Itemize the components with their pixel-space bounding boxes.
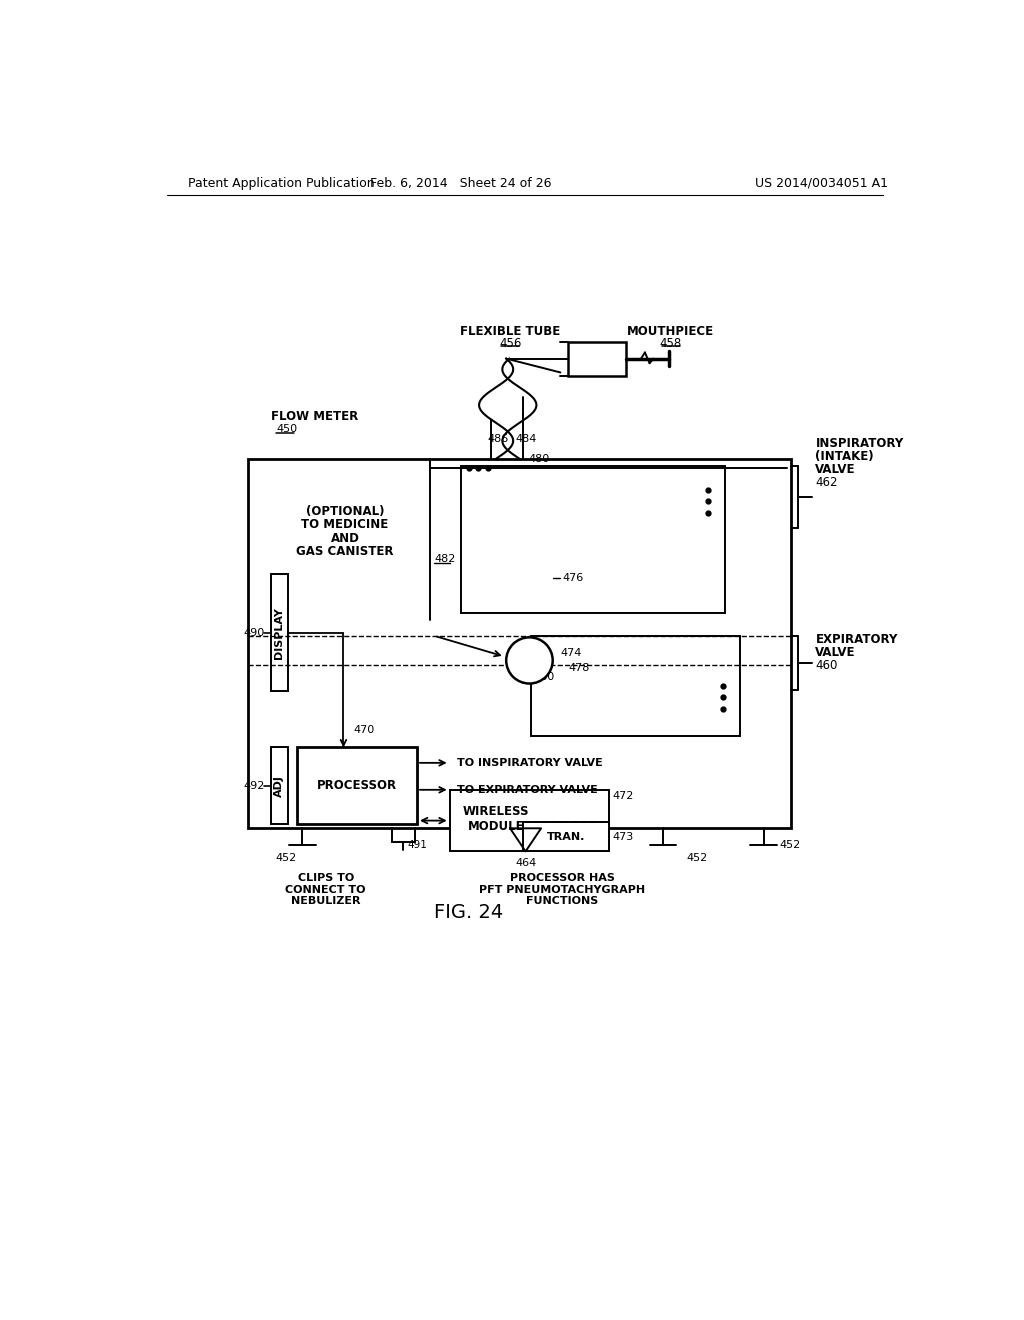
Text: CLIPS TO
CONNECT TO
NEBULIZER: CLIPS TO CONNECT TO NEBULIZER [286,873,366,906]
Text: 464: 464 [515,858,537,869]
Text: 450: 450 [276,425,298,434]
Text: WIRELESS: WIRELESS [463,805,529,818]
Text: MODULE: MODULE [468,820,524,833]
Text: 486: 486 [487,434,508,445]
Text: FLOW METER: FLOW METER [271,409,358,422]
Bar [297,747,417,825]
Text: TO MEDICINE: TO MEDICINE [301,519,389,532]
Text: ADJ: ADJ [274,775,284,797]
Text: 460: 460 [815,659,838,672]
Text: 472: 472 [612,791,634,801]
Text: 490: 490 [243,628,264,638]
Text: FLEXIBLE TUBE: FLEXIBLE TUBE [460,325,560,338]
Circle shape [506,638,553,684]
Text: TO EXPIRATORY VALVE: TO EXPIRATORY VALVE [458,785,598,795]
Text: Patent Application Publication: Patent Application Publication [188,177,375,190]
Text: 478: 478 [568,663,590,673]
Bar [568,342,627,376]
Bar [248,459,791,829]
Text: 462: 462 [815,477,838,490]
Text: GAS CANISTER: GAS CANISTER [296,545,394,557]
Text: 452: 452 [275,853,297,862]
Text: 491: 491 [407,841,427,850]
Text: VALVE: VALVE [815,463,856,477]
Bar [450,789,608,851]
Text: US 2014/0034051 A1: US 2014/0034051 A1 [755,177,888,190]
Text: 470: 470 [353,725,375,735]
Text: EXPIRATORY: EXPIRATORY [815,634,898,647]
Text: 458: 458 [659,337,682,350]
Text: Feb. 6, 2014   Sheet 24 of 26: Feb. 6, 2014 Sheet 24 of 26 [371,177,552,190]
Bar [270,574,288,692]
Bar [270,747,288,825]
Text: VALVE: VALVE [815,647,856,659]
Text: FIG. 24: FIG. 24 [434,903,504,923]
Text: PROCESSOR: PROCESSOR [316,779,396,792]
Text: 480: 480 [534,672,555,682]
Text: TO INSPIRATORY VALVE: TO INSPIRATORY VALVE [458,758,603,768]
Text: TRAN.: TRAN. [547,832,585,842]
Text: 484: 484 [516,434,537,445]
Text: V: V [523,653,536,668]
Text: AND: AND [331,532,359,545]
Text: PROCESSOR HAS
PFT PNEUMOTACHYGRAPH
FUNCTIONS: PROCESSOR HAS PFT PNEUMOTACHYGRAPH FUNCT… [479,873,645,906]
Text: 474: 474 [560,648,582,657]
Text: 456: 456 [499,337,521,350]
Text: 452: 452 [779,841,800,850]
Text: (OPTIONAL): (OPTIONAL) [306,504,384,517]
Text: 480: 480 [528,454,549,463]
Text: DISPLAY: DISPLAY [274,607,284,659]
Text: 482: 482 [434,554,456,564]
Text: 476: 476 [562,573,584,583]
Bar [461,466,725,612]
Text: 452: 452 [686,853,708,862]
Bar [523,822,608,851]
Text: (INTAKE): (INTAKE) [815,450,874,463]
Text: MOUTHPIECE: MOUTHPIECE [627,325,714,338]
Text: 473: 473 [612,832,634,842]
Bar [531,636,740,737]
Text: 492: 492 [243,781,264,791]
Text: INSPIRATORY: INSPIRATORY [815,437,903,450]
